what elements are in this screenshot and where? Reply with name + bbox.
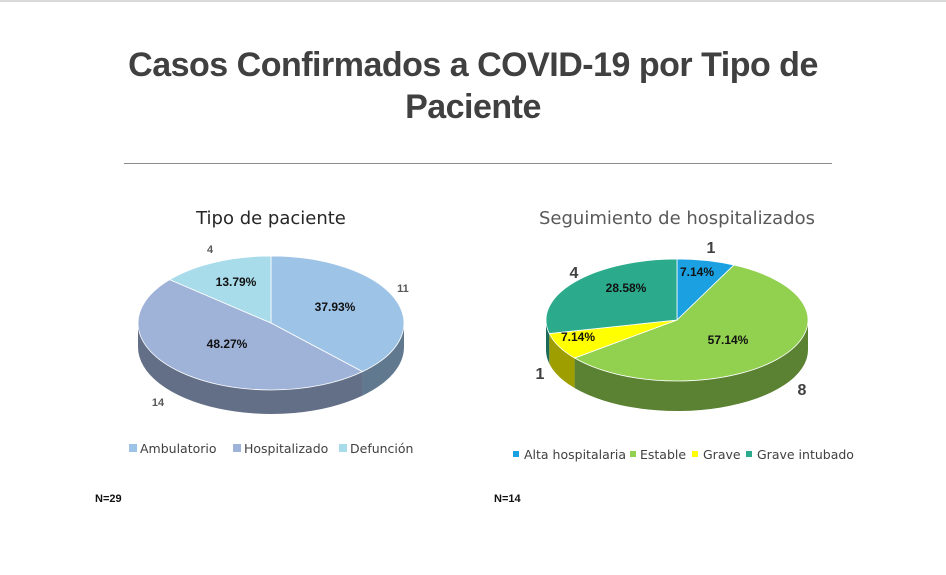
sample-size-right: N=14 [494,493,521,505]
pct-label-grave: 7.14% [561,330,595,344]
count-label-estable: 8 [798,382,807,399]
pct-label-alta: 7.14% [680,265,714,279]
legend-swatch-estable [630,451,636,457]
legend-swatch-ambulatorio [129,444,137,452]
title-divider [124,163,832,164]
count-label-grave-intubado: 4 [570,265,579,282]
legend-swatch-grave [692,451,698,457]
legend-left: Ambulatorio Hospitalizado Defunción [129,441,413,456]
legend-swatch-alta [513,451,519,457]
pie-chart-seguimiento: Seguimiento de hospitalizados 7.14% 57.1… [513,208,854,462]
legend-swatch-defuncion [339,444,347,452]
legend-label-grave: Grave [703,447,741,462]
legend-swatch-grave-intubado [746,451,752,457]
page-title-line-2: Paciente [405,88,541,126]
pct-label-estable: 57.14% [708,333,749,347]
pie-slice-tipo-paciente-2 [168,255,272,324]
legend-right: Alta hospitalaria Estable Grave Grave in… [513,447,854,462]
legend-label-alta: Alta hospitalaria [524,447,626,462]
legend-label-ambulatorio: Ambulatorio [140,441,217,456]
pie-chart-tipo-paciente: Tipo de paciente 37.93% 48.27% 13.79% 11… [129,208,413,456]
chart-title-seguimiento: Seguimiento de hospitalizados [539,208,815,229]
pie-side-seguimiento-3 [546,320,550,364]
pie-side-seguimiento-2 [549,333,575,389]
count-label-grave: 1 [536,366,545,383]
pie-slice-tipo-paciente-0 [270,255,405,373]
pie-slice-tipo-paciente-1 [137,279,364,391]
count-label-defuncion: 4 [207,244,214,256]
legend-swatch-hospitalizado [233,444,241,452]
legend-label-defuncion: Defunción [350,441,413,456]
count-label-ambulatorio: 11 [397,283,409,295]
chart-title-tipo-paciente: Tipo de paciente [195,208,346,229]
legend-label-estable: Estable [640,447,686,462]
pie-left [137,255,405,414]
legend-label-grave-intubado: Grave intubado [757,447,854,462]
page-title: Casos Confirmados a COVID-19 por Tipo de… [90,44,856,128]
pie-side-seguimiento-1 [574,320,808,411]
pie-slice-seguimiento-3 [545,258,678,335]
pie-right [545,258,809,411]
pie-side-tipo-paciente-1 [138,323,363,414]
sample-size-left: N=29 [95,493,122,505]
legend-label-hospitalizado: Hospitalizado [244,441,328,456]
pct-label-grave-intubado: 28.58% [606,281,647,295]
pie-slice-seguimiento-1 [573,264,809,382]
pct-label-ambulatorio: 37.93% [315,300,356,314]
page-title-line-1: Casos Confirmados a COVID-19 por Tipo de [128,46,818,84]
count-label-alta: 1 [707,240,716,257]
top-border [0,0,946,2]
pct-label-hospitalizado: 48.27% [207,337,248,351]
pct-label-defuncion: 13.79% [216,275,257,289]
count-label-hospitalizado: 14 [152,397,165,409]
